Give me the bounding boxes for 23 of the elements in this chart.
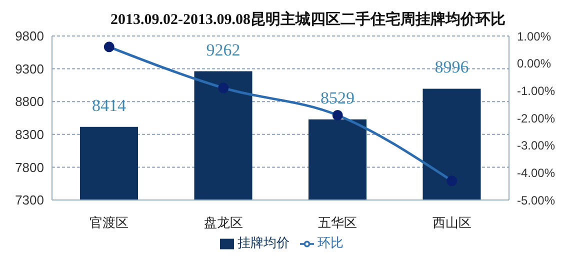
y-tick-label: 7800 — [15, 160, 44, 175]
y-tick-label: 7300 — [15, 192, 44, 208]
x-tick-label: 五华区 — [318, 215, 358, 230]
y-tick-label: 8800 — [15, 94, 44, 110]
y2-tick-label: 1.00% — [517, 29, 552, 44]
x-tick-label: 盘龙区 — [204, 215, 243, 230]
y2-tick-label: -4.00% — [517, 166, 556, 180]
x-tick-label: 西山区 — [432, 215, 472, 230]
data-label: 9262 — [206, 40, 240, 60]
x-tick-label: 官渡区 — [90, 215, 129, 230]
y2-tick-label: 0.00% — [517, 56, 552, 71]
y2-tick-label: -5.00% — [517, 193, 556, 208]
y-tick-label: 9300 — [15, 61, 44, 76]
y2-tick-label: -3.00% — [517, 138, 556, 153]
data-label: 8414 — [92, 96, 126, 115]
y-tick-label: 8300 — [15, 127, 44, 142]
y2-tick-label: -2.00% — [517, 111, 556, 126]
y2-tick-label: -1.00% — [517, 84, 556, 98]
legend-label: 挂牌均价 — [238, 235, 290, 250]
legend-label: 环比 — [318, 235, 344, 250]
y-tick-label: 9800 — [15, 28, 44, 44]
chart-title: 2013.09.02-2013.09.08昆明主城四区二手住宅周挂牌均价环比 — [110, 10, 506, 29]
data-label: 8996 — [434, 58, 469, 77]
